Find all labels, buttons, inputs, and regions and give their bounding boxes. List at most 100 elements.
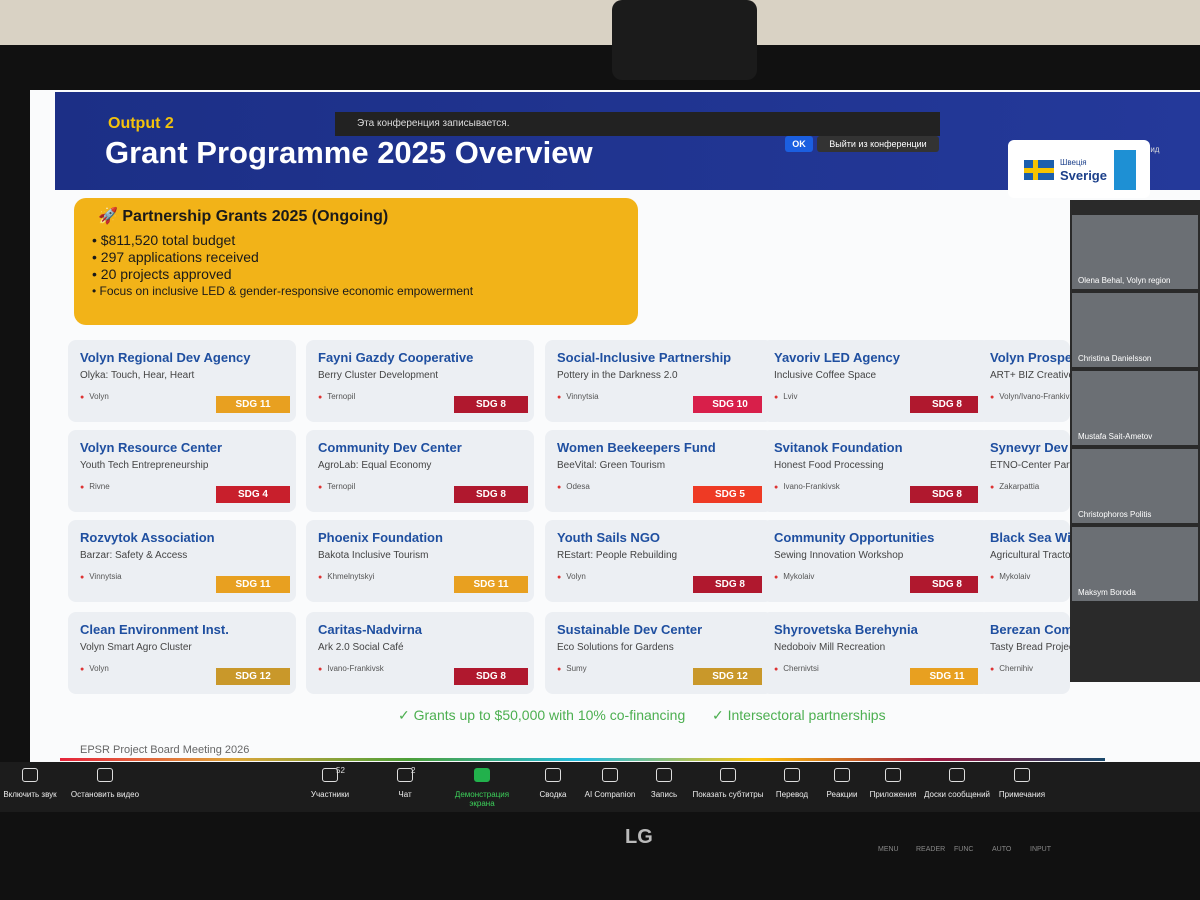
grant-card: Youth Sails NGO REstart: People Rebuildin…: [545, 520, 773, 602]
toolbar-icon: [22, 768, 38, 782]
project-name: ART+ BIZ Creative S: [990, 370, 1070, 381]
toolbar-label: Включить звук: [3, 790, 57, 799]
sdg-badge: SDG 11: [910, 668, 984, 685]
toolbar-button[interactable]: 2 Чат: [365, 766, 445, 799]
toolbar-label: Участники: [310, 790, 350, 799]
grant-card: Black Sea Win Agricultural Tractor Mykolai…: [978, 520, 1070, 602]
toolbar-button[interactable]: Показать субтитры: [688, 768, 768, 799]
sdg-badge: SDG 8: [910, 396, 984, 413]
grant-card: Sustainable Dev Center Eco Solutions for …: [545, 612, 773, 694]
location: Volyn: [80, 664, 109, 673]
toolbar-label: Демонстрация экрана: [454, 790, 510, 808]
location: Volyn: [80, 392, 109, 401]
toolbar-button[interactable]: Демонстрация экрана: [442, 768, 522, 808]
output-label: Output 2: [108, 115, 174, 132]
toolbar-button[interactable]: Перевод: [752, 768, 832, 799]
bullet-list: • $811,520 total budget • 297 application…: [92, 232, 473, 300]
location: Mykolaiv: [774, 572, 814, 581]
badge: 52: [336, 766, 345, 775]
toolbar-icon: [656, 768, 672, 782]
org-name: Community Opportunities: [774, 530, 935, 545]
org-name: Caritas-Nadvirna: [318, 622, 423, 637]
participant-tile: Maksym Boroda: [1072, 527, 1198, 601]
toolbar-icon: [834, 768, 850, 782]
grant-card: Volyn Regional Dev Agency Olyka: Touch, H…: [68, 340, 296, 422]
location: Rivne: [80, 482, 109, 491]
toolbar-button[interactable]: Примечания: [982, 768, 1062, 799]
participant-tile: Mustafa Sait-Ametov: [1072, 371, 1198, 445]
toolbar-label: Доски сообщений: [923, 790, 990, 799]
grant-card: Clean Environment Inst. Volyn Smart Agro …: [68, 612, 296, 694]
location: Zakarpattia: [990, 482, 1039, 491]
toolbar-button[interactable]: Запись: [624, 768, 704, 799]
grant-card: Phoenix Foundation Bakota Inclusive Touri…: [306, 520, 534, 602]
project-name: REstart: People Rebuilding: [557, 550, 678, 561]
grant-card: Women Beekeepers Fund BeeVital: Green Tou…: [545, 430, 773, 512]
toolbar-button[interactable]: Остановить видео: [65, 768, 145, 799]
project-name: AgroLab: Equal Economy: [318, 460, 432, 471]
toolbar-button[interactable]: Включить звук: [0, 768, 70, 799]
location: Volyn/Ivano-Frankivsk: [990, 392, 1070, 401]
leave-button[interactable]: Выйти из конференции: [817, 136, 939, 152]
grant-card: Yavoriv LED Agency Inclusive Coffee Space…: [762, 340, 990, 422]
grant-card: Fayni Gazdy Cooperative Berry Cluster Dev…: [306, 340, 534, 422]
location: Sumy: [557, 664, 586, 673]
logo-name: Sverige: [1060, 168, 1107, 183]
participant-tile: Olena Behal, Volyn region: [1072, 215, 1198, 289]
monitor-brand: LG: [625, 826, 653, 848]
toolbar-icon: [1014, 768, 1030, 782]
project-name: Nedoboiv Mill Recreation: [774, 642, 886, 653]
grant-card: Volyn Resource Center Youth Tech Entrepre…: [68, 430, 296, 512]
toolbar-button[interactable]: Приложения: [853, 768, 933, 799]
toolbar-label: Запись: [650, 790, 678, 799]
project-name: Pottery in the Darkness 2.0: [557, 370, 678, 381]
bullet: • $811,520 total budget: [92, 232, 236, 248]
ok-button[interactable]: OK: [785, 136, 813, 152]
project-name: Honest Food Processing: [774, 460, 884, 471]
bullet: • Focus on inclusive LED & gender-respon…: [92, 284, 474, 298]
org-name: Volyn Resource Center: [80, 440, 223, 455]
badge: 2: [411, 766, 416, 775]
sdg-badge: SDG 8: [910, 576, 984, 593]
toolbar-label: Перевод: [775, 790, 809, 799]
location: Lviv: [774, 392, 797, 401]
toolbar-icon: [784, 768, 800, 782]
grant-card: Synevyr Dev A ETNO-Center Partn Zakarpatti…: [978, 430, 1070, 512]
project-name: Barzar: Safety & Access: [80, 550, 188, 561]
sdg-badge: SDG 11: [216, 396, 290, 413]
toolbar-button[interactable]: Реакции: [802, 768, 882, 799]
project-name: Olyka: Touch, Hear, Heart: [80, 370, 195, 381]
sdg-badge: SDG 8: [454, 396, 528, 413]
toolbar-label: Остановить видео: [70, 790, 140, 799]
toolbar-button[interactable]: Сводка: [513, 768, 593, 799]
location: Ternopil: [318, 482, 355, 491]
grant-card: Berezan Comm Tasty Bread Project Chernihiv: [978, 612, 1070, 694]
toolbar-icon: [322, 768, 338, 782]
location: Ivano-Frankivsk: [318, 664, 383, 673]
location: Odesa: [557, 482, 590, 491]
location: Vinnytsia: [80, 572, 121, 581]
toolbar-icon: [720, 768, 736, 782]
monitor-control: MENU: [878, 846, 899, 853]
monitor-control: FUNC: [954, 846, 974, 853]
toolbar-button[interactable]: AI Companion: [570, 768, 650, 799]
location: Volyn: [557, 572, 586, 581]
org-name: Community Dev Center: [318, 440, 462, 455]
logo-box: Швеція Sverige: [1008, 140, 1150, 198]
location: Chernihiv: [990, 664, 1033, 673]
toolbar-button[interactable]: Доски сообщений: [917, 768, 997, 799]
participant-name: Olena Behal, Volyn region: [1078, 276, 1171, 285]
grant-card: Caritas-Nadvirna Ark 2.0 Social Café Ivano…: [306, 612, 534, 694]
grant-card: Rozvytok Association Barzar: Safety & Acc…: [68, 520, 296, 602]
flag-icon: [1024, 160, 1054, 180]
org-name: Shyrovetska Berehynia: [774, 622, 918, 637]
org-name: Phoenix Foundation: [318, 530, 443, 545]
view-button[interactable]: Вид: [1145, 145, 1160, 154]
note: ✓ Grants up to $50,000 with 10% co-finan…: [398, 707, 686, 723]
sdg-badge: SDG 8: [454, 486, 528, 503]
project-name: Berry Cluster Development: [318, 370, 439, 381]
monitor-control: INPUT: [1030, 846, 1051, 853]
toolbar-button[interactable]: 52 Участники: [290, 766, 370, 799]
toolbar-label: AI Companion: [584, 790, 636, 799]
